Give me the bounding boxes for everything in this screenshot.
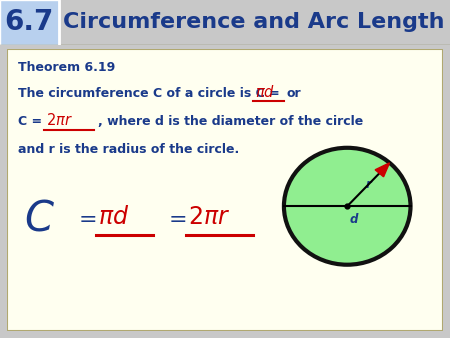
Text: d: d (349, 213, 358, 226)
Text: The circumference C of a circle is C =: The circumference C of a circle is C = (18, 87, 284, 100)
Text: or: or (287, 87, 302, 100)
FancyBboxPatch shape (7, 49, 443, 331)
Text: Theorem 6.19: Theorem 6.19 (18, 61, 115, 74)
Text: $C$: $C$ (24, 197, 55, 239)
Text: 6.7: 6.7 (4, 8, 54, 36)
Text: C =: C = (18, 115, 46, 128)
Text: $\pi d$: $\pi d$ (99, 205, 130, 229)
Circle shape (284, 148, 410, 265)
FancyBboxPatch shape (0, 0, 58, 45)
Text: $2\pi r$: $2\pi r$ (188, 205, 230, 229)
Text: $\pi d$: $\pi d$ (255, 84, 275, 100)
Text: Circumference and Arc Length: Circumference and Arc Length (63, 12, 445, 32)
Text: r: r (365, 177, 371, 191)
Polygon shape (375, 163, 390, 177)
Text: $=$: $=$ (164, 208, 186, 228)
Text: , where d is the diameter of the circle: , where d is the diameter of the circle (98, 115, 363, 128)
Text: $2\pi r$: $2\pi r$ (46, 112, 73, 128)
Text: and r is the radius of the circle.: and r is the radius of the circle. (18, 143, 239, 156)
Text: $=$: $=$ (74, 208, 97, 228)
